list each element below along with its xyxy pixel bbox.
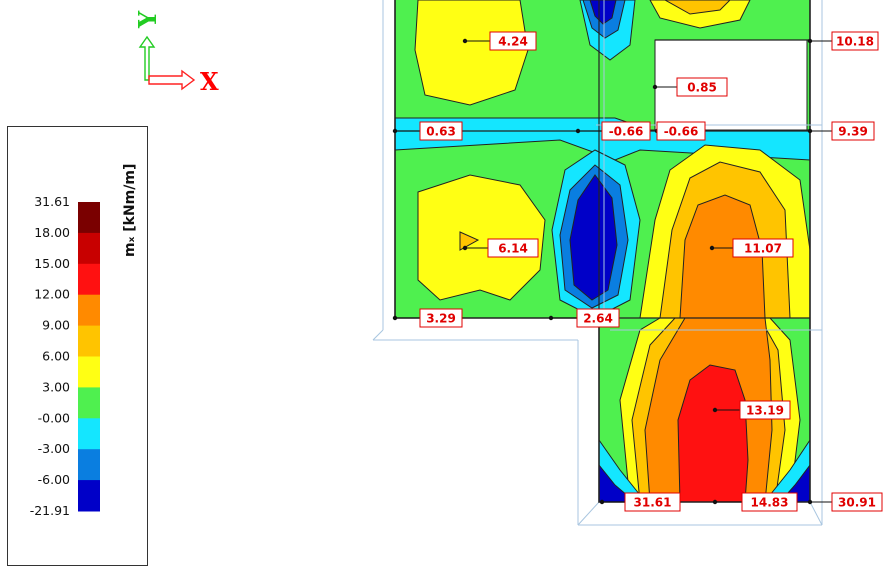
value-label-box bbox=[576, 308, 620, 328]
value-label-box bbox=[831, 31, 879, 51]
legend-tick: 31.61 bbox=[34, 194, 70, 209]
value-label: -0.66 bbox=[664, 125, 699, 139]
legend-tick: 12.00 bbox=[34, 287, 70, 302]
value-label: 9.39 bbox=[838, 125, 868, 139]
value-label-box bbox=[419, 121, 463, 141]
value-label-box bbox=[676, 77, 728, 97]
legend-tick: -3.00 bbox=[38, 441, 70, 456]
label-point bbox=[712, 499, 718, 505]
value-label: 30.91 bbox=[838, 496, 876, 510]
value-labels: 4.24 10.18 0.85 0.63 -0.66 -0.66 9.39 6.14 11.07… bbox=[392, 31, 883, 512]
value-label-box bbox=[739, 400, 791, 420]
legend-tick: 9.00 bbox=[42, 318, 70, 333]
legend-tick: 15.00 bbox=[34, 256, 70, 271]
legend-band bbox=[78, 294, 100, 327]
legend-band bbox=[78, 387, 100, 419]
legend-tick: 18.00 bbox=[34, 225, 70, 240]
value-label: 10.18 bbox=[836, 35, 874, 49]
label-point bbox=[807, 128, 813, 134]
legend-color-bands bbox=[78, 202, 100, 512]
value-label: 14.83 bbox=[751, 496, 789, 510]
label-point bbox=[462, 245, 468, 251]
value-label-box bbox=[624, 492, 681, 512]
label-point bbox=[599, 499, 605, 505]
legend-panel: 31.61 18.00 15.00 12.00 9.00 6.00 3.00 -0.00 -3.… bbox=[7, 126, 148, 566]
value-label: 31.61 bbox=[634, 496, 672, 510]
label-point bbox=[392, 315, 398, 321]
slab-outline bbox=[372, 0, 823, 526]
legend-band bbox=[78, 449, 100, 481]
legend-band bbox=[78, 325, 100, 357]
value-label: 4.24 bbox=[498, 35, 528, 49]
value-label: 3.29 bbox=[426, 312, 456, 326]
region-lower bbox=[599, 318, 810, 502]
label-point bbox=[548, 315, 554, 321]
value-label: 2.64 bbox=[583, 312, 613, 326]
value-label-box bbox=[489, 31, 537, 51]
legend-band bbox=[78, 418, 100, 450]
legend-tick: -0.00 bbox=[38, 410, 70, 425]
label-point bbox=[807, 499, 813, 505]
legend-tick: 3.00 bbox=[42, 379, 70, 394]
value-label: 0.85 bbox=[687, 81, 717, 95]
legend-band bbox=[78, 263, 100, 296]
value-label: 0.63 bbox=[426, 125, 456, 139]
value-label: 6.14 bbox=[498, 242, 528, 256]
label-point bbox=[392, 128, 398, 134]
legend-band bbox=[78, 480, 100, 512]
value-label-box bbox=[419, 308, 463, 328]
legend-tick: -6.00 bbox=[38, 472, 70, 487]
legend-band bbox=[78, 356, 100, 388]
value-label: 11.07 bbox=[744, 242, 782, 256]
value-label-box bbox=[732, 238, 794, 258]
legend-tick: -21.91 bbox=[30, 503, 70, 518]
legend-band bbox=[78, 232, 100, 265]
legend: 31.61 18.00 15.00 12.00 9.00 6.00 3.00 -0.00 -3.… bbox=[30, 164, 138, 518]
legend-unit: mₓ [kNm/m] bbox=[122, 164, 138, 257]
value-label: 13.19 bbox=[746, 404, 784, 418]
label-point bbox=[575, 128, 581, 134]
x-axis-arrow bbox=[148, 69, 196, 91]
y-axis-label: Y bbox=[133, 10, 162, 29]
value-label-box bbox=[601, 121, 651, 141]
label-point bbox=[709, 245, 715, 251]
value-label-box bbox=[741, 492, 798, 512]
value-label: -0.66 bbox=[609, 125, 644, 139]
axes-indicator: Y X bbox=[133, 10, 219, 96]
value-label-box bbox=[831, 492, 883, 512]
label-point bbox=[807, 38, 813, 44]
y-axis-arrow bbox=[138, 35, 156, 81]
label-point bbox=[462, 38, 468, 44]
legend-ticks: 31.61 18.00 15.00 12.00 9.00 6.00 3.00 -0.00 -3.… bbox=[30, 194, 70, 518]
slab-boundary bbox=[394, 0, 811, 503]
x-axis-label: X bbox=[200, 67, 219, 96]
legend-tick: 6.00 bbox=[42, 349, 70, 364]
value-label-box bbox=[487, 238, 539, 258]
legend-band bbox=[78, 202, 100, 234]
label-point bbox=[712, 407, 718, 413]
value-label-box bbox=[656, 121, 706, 141]
value-label-box bbox=[831, 121, 875, 141]
label-point bbox=[652, 84, 658, 90]
